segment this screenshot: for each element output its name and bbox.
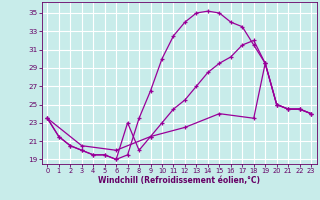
- X-axis label: Windchill (Refroidissement éolien,°C): Windchill (Refroidissement éolien,°C): [98, 176, 260, 185]
